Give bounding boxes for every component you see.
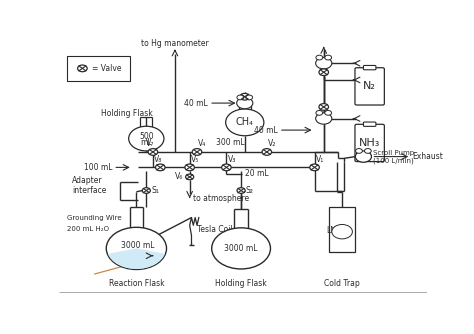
Text: V₅: V₅	[191, 155, 199, 164]
Text: V₄: V₄	[198, 139, 206, 148]
Text: Cold Trap: Cold Trap	[324, 279, 360, 288]
Circle shape	[240, 94, 249, 100]
Bar	[329, 207, 356, 252]
Circle shape	[356, 149, 362, 153]
Text: NH₃: NH₃	[359, 138, 380, 148]
Circle shape	[325, 111, 332, 115]
Circle shape	[128, 126, 164, 151]
Text: Holding Flask: Holding Flask	[215, 279, 267, 288]
Circle shape	[325, 55, 332, 60]
Text: 20 mL: 20 mL	[245, 169, 268, 178]
Text: 40 mL: 40 mL	[184, 99, 208, 108]
Text: 3000 mL: 3000 mL	[224, 244, 258, 253]
Text: mL: mL	[140, 138, 152, 147]
Circle shape	[237, 98, 253, 109]
Text: V₂: V₂	[268, 139, 276, 148]
Circle shape	[142, 188, 150, 193]
Circle shape	[316, 111, 323, 115]
Circle shape	[212, 228, 271, 269]
Text: V₁: V₁	[316, 155, 324, 164]
Circle shape	[192, 149, 202, 155]
Circle shape	[332, 224, 352, 239]
Text: 40 mL: 40 mL	[254, 126, 278, 135]
Text: to atmosphere: to atmosphere	[193, 194, 249, 203]
Text: 500: 500	[139, 132, 154, 141]
Circle shape	[106, 227, 166, 270]
Text: S₁: S₁	[151, 186, 159, 195]
Text: Tesla Coil: Tesla Coil	[197, 224, 233, 233]
Circle shape	[246, 95, 253, 100]
Circle shape	[316, 113, 332, 124]
FancyBboxPatch shape	[355, 124, 384, 162]
Text: Grounding Wire: Grounding Wire	[66, 214, 121, 220]
Circle shape	[262, 149, 272, 155]
Text: 300 mL: 300 mL	[216, 138, 245, 147]
FancyBboxPatch shape	[355, 68, 384, 105]
Circle shape	[316, 57, 332, 69]
Circle shape	[365, 149, 371, 153]
Text: Exhaust: Exhaust	[413, 152, 444, 161]
Circle shape	[319, 69, 328, 75]
Text: V₇: V₇	[146, 139, 154, 148]
Circle shape	[148, 149, 158, 155]
Circle shape	[319, 104, 328, 110]
Text: 3000 mL: 3000 mL	[121, 241, 155, 250]
Circle shape	[237, 95, 244, 100]
FancyBboxPatch shape	[364, 122, 376, 126]
Text: V₃: V₃	[228, 155, 236, 164]
Text: Holding Flask: Holding Flask	[101, 109, 153, 118]
Text: N₂: N₂	[363, 81, 376, 92]
Circle shape	[185, 164, 194, 171]
Circle shape	[78, 65, 87, 72]
Text: = Valve: = Valve	[92, 64, 122, 73]
Text: 200 mL H₂O: 200 mL H₂O	[66, 226, 109, 232]
Text: CH₄: CH₄	[236, 117, 254, 127]
Circle shape	[222, 164, 231, 171]
Circle shape	[310, 164, 319, 171]
Circle shape	[186, 174, 194, 180]
Text: Reaction Flask: Reaction Flask	[109, 279, 164, 288]
Text: S₂: S₂	[246, 186, 254, 195]
Circle shape	[356, 151, 372, 162]
Text: V₈: V₈	[154, 155, 163, 164]
Circle shape	[155, 164, 165, 171]
Text: LN₂: LN₂	[327, 226, 339, 235]
Text: 100 mL: 100 mL	[84, 163, 112, 172]
Wedge shape	[108, 248, 165, 269]
Text: Scroll Pump
(100 L/min): Scroll Pump (100 L/min)	[374, 150, 414, 164]
Text: Adapter
interface: Adapter interface	[72, 176, 107, 195]
Text: V₆: V₆	[175, 172, 183, 181]
Text: to Hg manometer: to Hg manometer	[141, 39, 209, 48]
Circle shape	[226, 109, 264, 136]
FancyBboxPatch shape	[364, 65, 376, 70]
Circle shape	[316, 55, 323, 60]
Circle shape	[237, 188, 245, 193]
